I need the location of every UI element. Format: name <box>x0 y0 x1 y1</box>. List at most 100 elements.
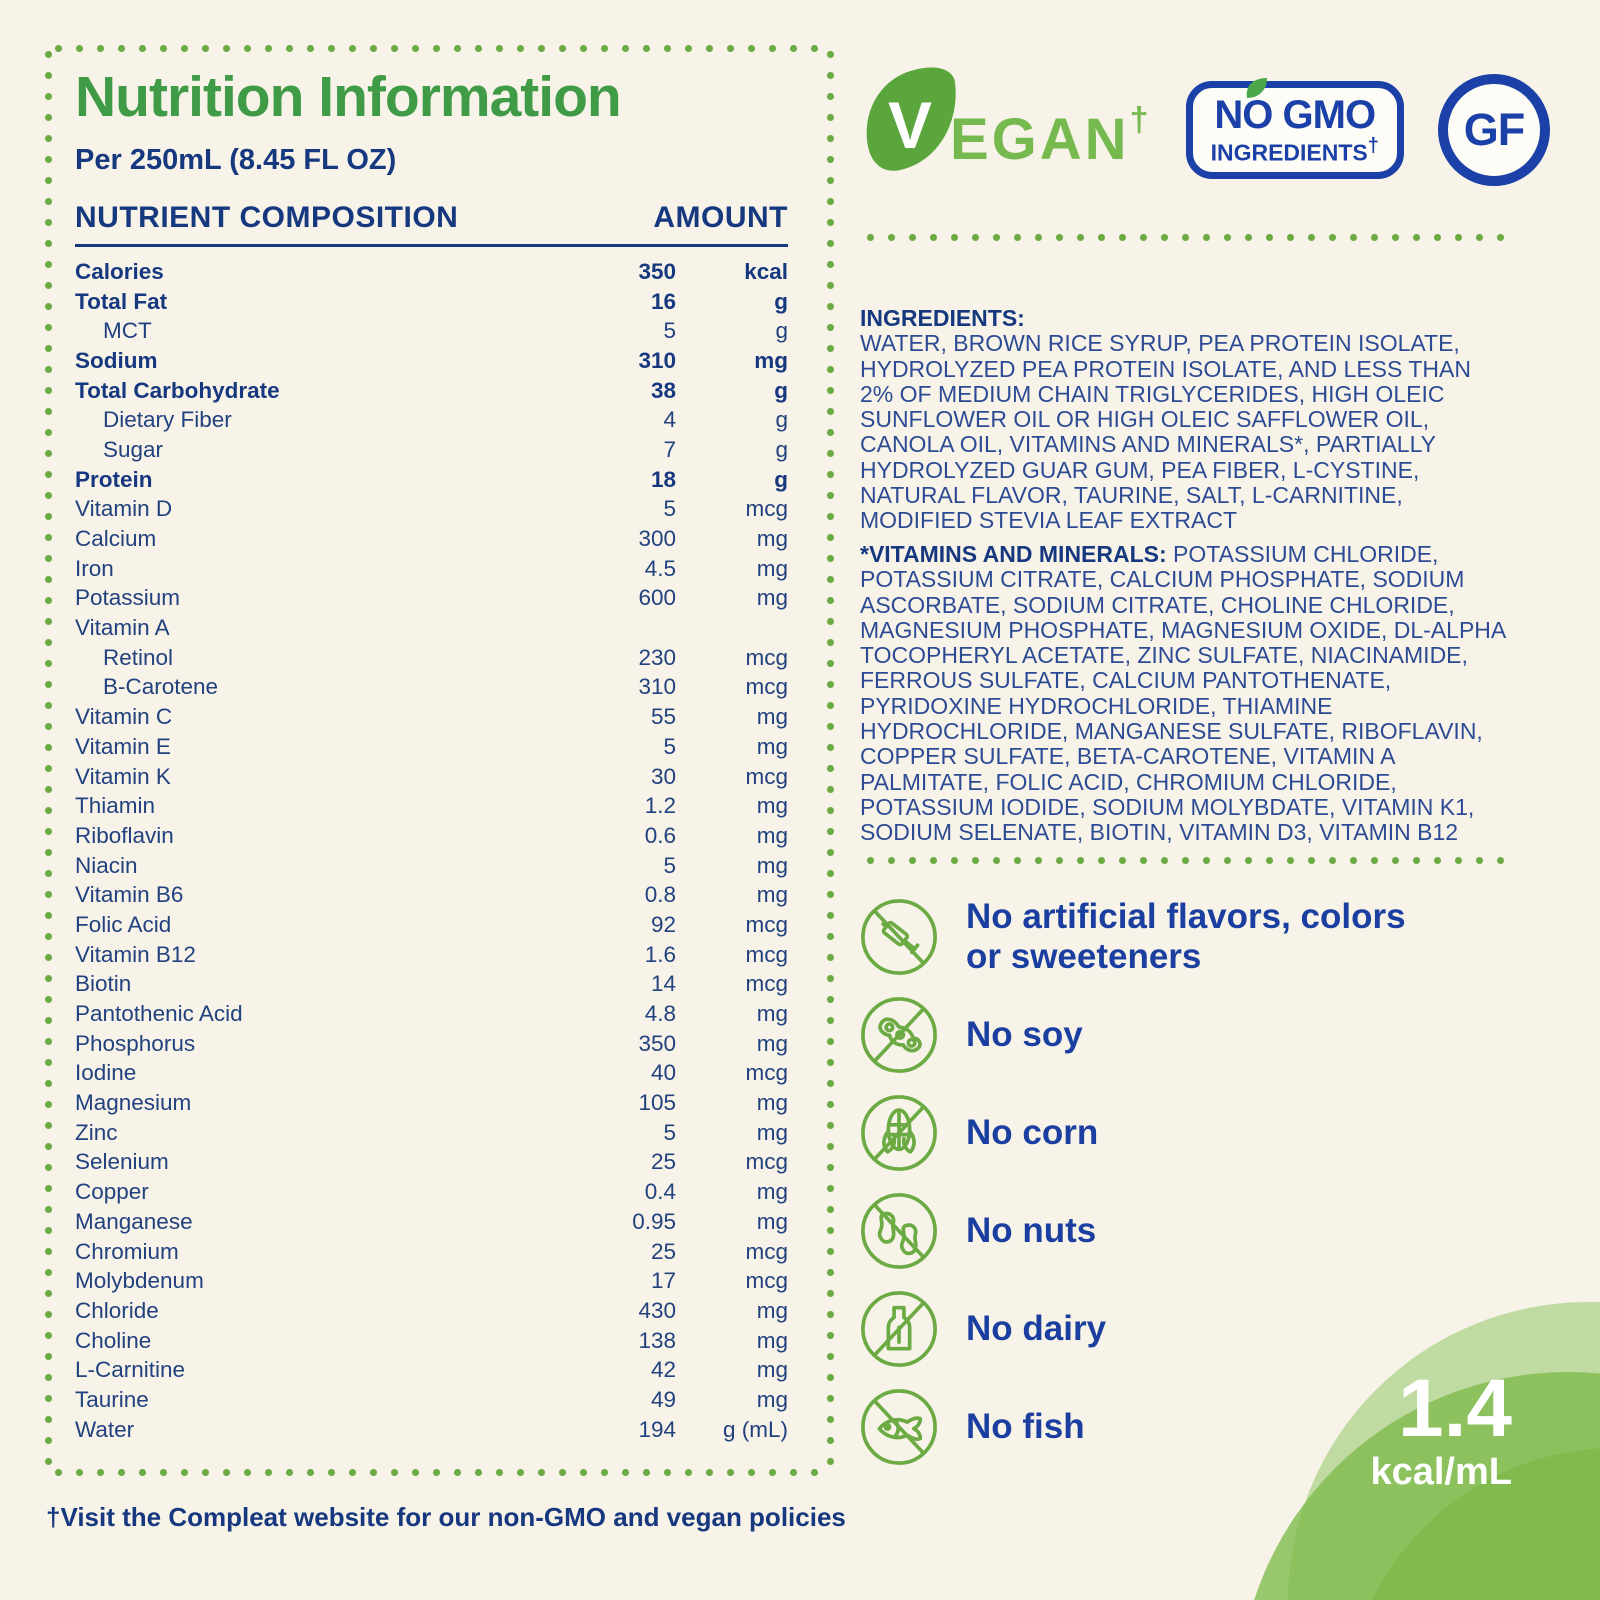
no-corn-icon <box>861 1095 937 1171</box>
nutrient-unit: mg <box>756 704 788 730</box>
vegan-badge: V EGAN† <box>860 64 1152 196</box>
nutrient-unit: g <box>774 377 788 403</box>
nutrient-label: Vitamin K <box>75 763 171 789</box>
caloric-density: 1.4 kcal/mL <box>1370 1368 1512 1496</box>
nutrient-label: Vitamin E <box>75 733 171 759</box>
page-title: Nutrition Information <box>75 65 622 129</box>
panel-border-right <box>826 44 835 1476</box>
nutrient-table: Calories 350 kcal Total Fat 16 g MCT 5 g Sodium 31… <box>75 257 788 1445</box>
nutrient-unit: mcg <box>745 1268 788 1294</box>
nutrient-amount: 310 <box>638 674 676 700</box>
free-from-label: No soy <box>966 1014 1083 1054</box>
no-gmo-line1: NO GMO <box>1214 92 1376 137</box>
nutrient-row: Folic Acid 92 mcg <box>75 910 788 940</box>
nutrient-label: Niacin <box>75 852 138 878</box>
nutrient-amount: 5 <box>663 733 676 759</box>
nutrient-row: Calcium 300 mg <box>75 524 788 554</box>
svg-text:V: V <box>888 88 932 162</box>
gf-label: GF <box>1463 104 1525 155</box>
nutrient-unit: mg <box>756 555 788 581</box>
nutrient-row: Manganese 0.95 mg <box>75 1207 788 1237</box>
nutrient-unit: mg <box>756 1208 788 1234</box>
caloric-density-value: 1.4 <box>1398 1363 1512 1454</box>
nutrient-label: Chromium <box>75 1238 179 1264</box>
nutrient-row: Iodine 40 mcg <box>75 1058 788 1088</box>
nutrient-label: MCT <box>103 318 152 344</box>
nutrient-label: Manganese <box>75 1208 193 1234</box>
nutrient-amount: 16 <box>650 288 676 314</box>
nutrient-unit: mg <box>756 1386 788 1412</box>
nutrient-amount: 14 <box>650 971 676 997</box>
nutrient-unit: mg <box>756 1179 788 1205</box>
nutrient-amount: 230 <box>638 644 676 670</box>
nutrient-unit: mg <box>756 733 788 759</box>
nutrient-unit: mcg <box>745 674 788 700</box>
nutrient-amount: 18 <box>650 466 676 492</box>
list-item: No artificial flavors, colors or sweeten… <box>858 896 1518 978</box>
nutrient-row: Biotin 14 mcg <box>75 969 788 999</box>
no-gmo-dagger: † <box>1367 134 1379 157</box>
nutrient-unit: kcal <box>744 258 788 284</box>
nutrient-amount: 138 <box>638 1327 676 1353</box>
nutrient-label: Dietary Fiber <box>103 407 232 433</box>
list-item: No soy <box>858 994 1518 1076</box>
nutrient-amount: 0.6 <box>644 822 676 848</box>
nutrient-unit: g <box>775 407 788 433</box>
column-nutrient: NUTRIENT COMPOSITION <box>75 200 459 234</box>
nutrient-label: Potassium <box>75 585 181 611</box>
divider-middle <box>860 856 1510 865</box>
nutrient-row: Taurine 49 mg <box>75 1385 788 1415</box>
nutrient-row: Vitamin B12 1.6 mcg <box>75 940 788 970</box>
nutrient-unit: mcg <box>745 1238 788 1264</box>
nutrient-row: Magnesium 105 mg <box>75 1088 788 1118</box>
nutrient-label: Magnesium <box>75 1090 192 1116</box>
nutrient-amount: 300 <box>638 526 676 552</box>
nutrient-amount: 40 <box>650 1060 676 1086</box>
nutrient-label: Choline <box>75 1327 152 1353</box>
divider-top <box>860 233 1510 242</box>
nutrient-label: Vitamin D <box>75 496 173 522</box>
column-amount: AMOUNT <box>653 200 788 234</box>
nutrient-label: Vitamin B6 <box>75 882 184 908</box>
nutrient-amount: 0.4 <box>644 1179 676 1205</box>
nutrient-amount: 5 <box>663 496 676 522</box>
nutrient-label: Water <box>75 1416 135 1442</box>
nutrient-row: B-Carotene 310 mcg <box>75 672 788 702</box>
nutrient-label: B-Carotene <box>103 674 219 700</box>
nutrient-row: Thiamin 1.2 mg <box>75 791 788 821</box>
table-header: NUTRIENT COMPOSITION AMOUNT <box>75 201 788 247</box>
nutrient-amount: 105 <box>638 1090 676 1116</box>
nutrient-row: Copper 0.4 mg <box>75 1177 788 1207</box>
nutrient-unit: mcg <box>745 1149 788 1175</box>
nutrient-amount: 310 <box>638 347 676 373</box>
nutrient-label: Sugar <box>103 436 164 462</box>
nutrient-unit: mg <box>756 1119 788 1145</box>
nutrient-row: Selenium 25 mcg <box>75 1147 788 1177</box>
nutrient-row: Retinol 230 mcg <box>75 643 788 673</box>
nutrient-label: Iron <box>75 555 114 581</box>
nutrient-label: Total Carbohydrate <box>75 377 280 403</box>
no-gmo-line2: INGREDIENTS† <box>1210 134 1379 166</box>
nutrient-row: Potassium 600 mg <box>75 583 788 613</box>
nutrient-amount: 92 <box>650 911 676 937</box>
nutrient-unit: mg <box>756 822 788 848</box>
nutrient-row: Iron 4.5 mg <box>75 554 788 584</box>
nutrient-row: Total Fat 16 g <box>75 287 788 317</box>
nutrient-amount: 42 <box>650 1357 676 1383</box>
caloric-density-unit: kcal/mL <box>1370 1451 1512 1493</box>
nutrition-panel: Nutrition Information Per 250mL (8.45 FL… <box>48 48 832 1476</box>
nutrient-amount: 1.2 <box>644 793 676 819</box>
certification-badges: V EGAN† NO GMO INGREDIENTS† GF <box>860 67 1550 190</box>
nutrient-row: Molybdenum 17 mcg <box>75 1266 788 1296</box>
free-from-label: No corn <box>966 1112 1099 1152</box>
vegan-dagger: † <box>1129 101 1152 139</box>
nutrient-label: Total Fat <box>75 288 168 314</box>
free-from-label: No nuts <box>966 1210 1097 1250</box>
gluten-free-badge: GF <box>1438 74 1550 186</box>
nutrient-amount: 25 <box>650 1238 676 1264</box>
nutrient-row: Chromium 25 mcg <box>75 1237 788 1267</box>
nutrient-row: L-Carnitine 42 mg <box>75 1355 788 1385</box>
nutrient-row: Protein 18 g <box>75 465 788 495</box>
vegan-label: EGAN† <box>950 101 1152 172</box>
